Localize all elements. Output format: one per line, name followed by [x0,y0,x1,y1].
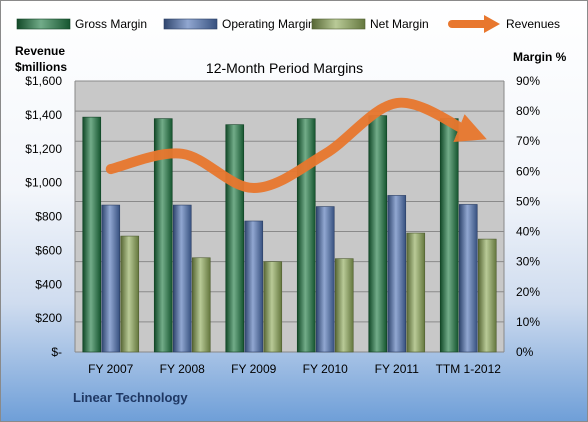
right-axis-title: Margin % [513,50,567,64]
plot-area [75,81,504,352]
right-axis-tick-label: 70% [516,134,540,148]
chart-title: 12-Month Period Margins [206,60,363,76]
right-axis-tick-label: 30% [516,255,540,269]
x-axis-tick-label: FY 2007 [88,362,133,376]
right-axis-tick-label: 50% [516,194,540,208]
left-axis-tick-label: $1,000 [25,176,62,190]
legend-swatch [311,18,366,30]
bar-operating-margin [172,204,192,353]
bar-net-margin [334,258,354,353]
bar-gross-margin [153,118,173,353]
bar-gross-margin [82,116,102,353]
left-axis-title: $millions [15,60,67,74]
left-axis-tick-label: $800 [35,210,62,224]
x-axis-tick-label: FY 2008 [160,362,205,376]
revenue-line [105,97,487,194]
bar-operating-margin [101,204,121,353]
bar-operating-margin [458,204,478,353]
left-axis-tick-label: $1,400 [25,108,62,122]
legend-swatch [163,18,218,30]
bar-operating-margin [244,220,264,353]
right-axis-tick-label: 40% [516,225,540,239]
bar-net-margin [477,238,497,353]
bar-gross-margin [439,118,459,353]
x-axis-tick-label: FY 2009 [231,362,276,376]
legend-swatch [16,18,71,30]
bar-net-margin [120,235,140,353]
legend-label: Operating Margin [222,17,315,31]
bar-operating-margin [315,206,335,353]
x-axis-tick-label: FY 2011 [375,362,420,376]
legend-label: Net Margin [370,17,429,31]
bar-gross-margin [225,124,245,353]
bar-operating-margin [387,195,407,353]
right-axis-tick-label: 20% [516,285,540,299]
right-axis-tick-label: 0% [516,345,534,359]
bar-net-margin [191,257,211,353]
left-axis-tick-label: $1,200 [25,142,62,156]
left-axis-tick-label: $- [51,345,62,359]
bar-net-margin [263,261,283,353]
bar-net-margin [406,232,426,353]
right-axis-tick-label: 90% [516,74,540,88]
bar-gross-margin [368,115,388,353]
company-name: Linear Technology [73,390,188,405]
legend-label: Revenues [506,17,560,31]
x-axis-tick-label: TTM 1-2012 [436,362,502,376]
left-axis-tick-label: $1,600 [25,74,62,88]
x-axis-tick-label: FY 2010 [303,362,348,376]
left-axis-title: Revenue [15,44,65,58]
right-axis-tick-label: 10% [516,315,540,329]
legend-swatch-arrow [484,15,500,33]
right-axis-tick-label: 80% [516,104,540,118]
left-axis-tick-label: $600 [35,243,62,257]
left-axis-tick-label: $400 [35,277,62,291]
bar-gross-margin [296,118,316,353]
legend-label: Gross Margin [75,17,147,31]
right-axis-tick-label: 60% [516,164,540,178]
left-axis-tick-label: $200 [35,311,62,325]
